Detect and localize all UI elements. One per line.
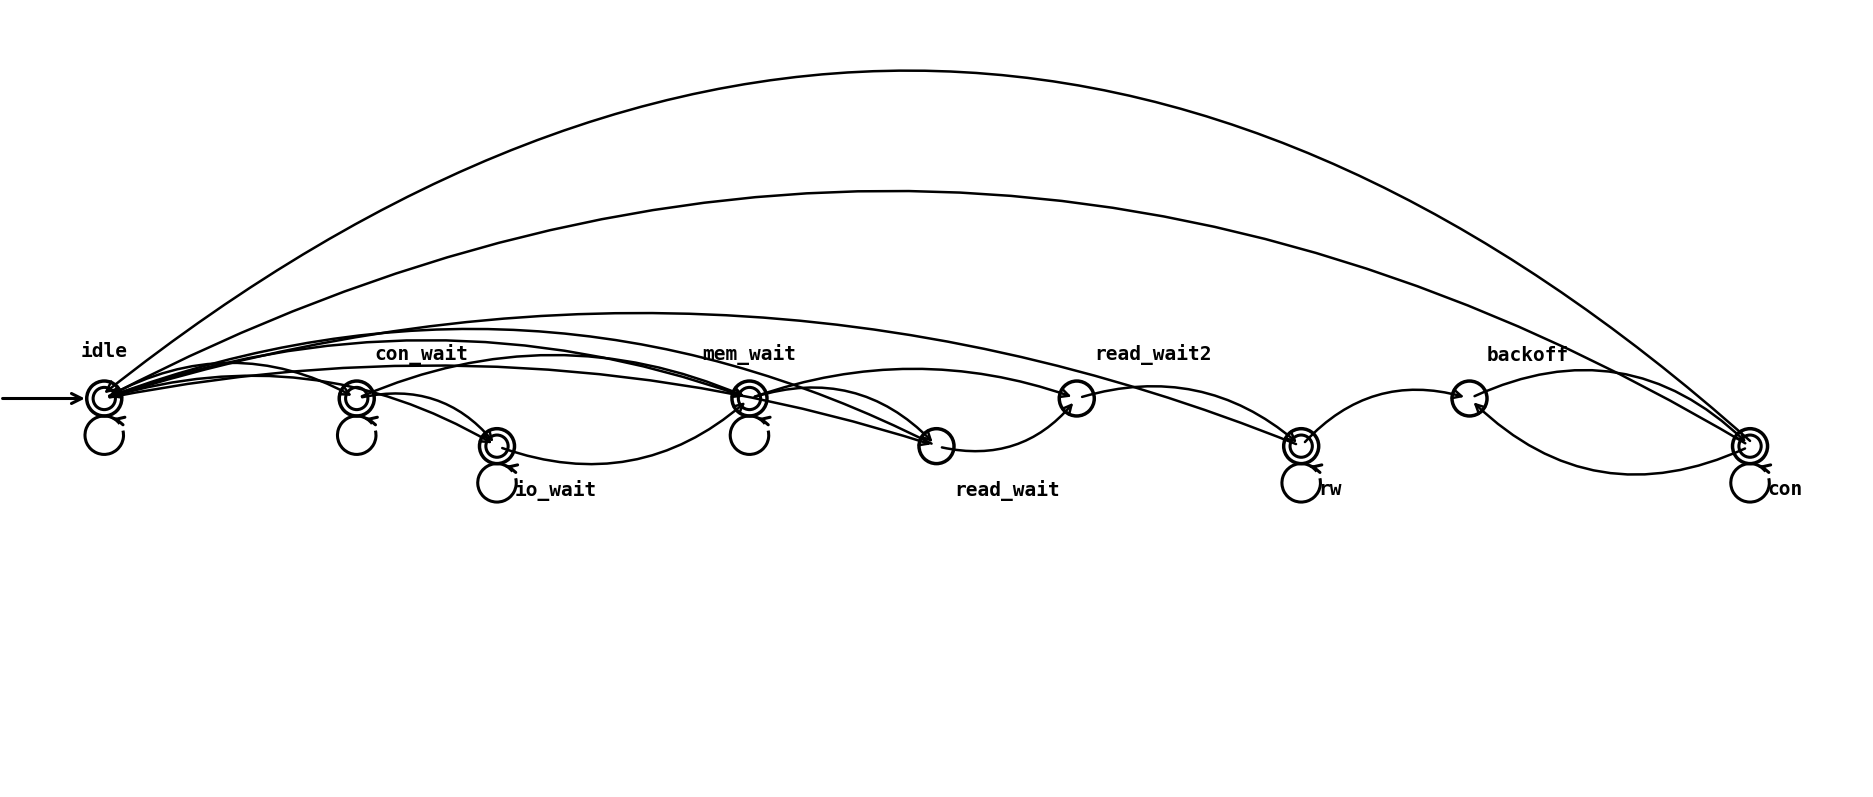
Text: idle: idle: [81, 342, 127, 361]
Text: read_wait: read_wait: [953, 480, 1060, 501]
Text: backoff: backoff: [1487, 346, 1570, 365]
Text: con_wait: con_wait: [375, 344, 468, 365]
Text: rw: rw: [1319, 480, 1343, 498]
Text: io_wait: io_wait: [515, 480, 597, 501]
Text: con: con: [1768, 480, 1804, 498]
Text: mem_wait: mem_wait: [702, 344, 796, 365]
Text: read_wait2: read_wait2: [1094, 344, 1212, 365]
